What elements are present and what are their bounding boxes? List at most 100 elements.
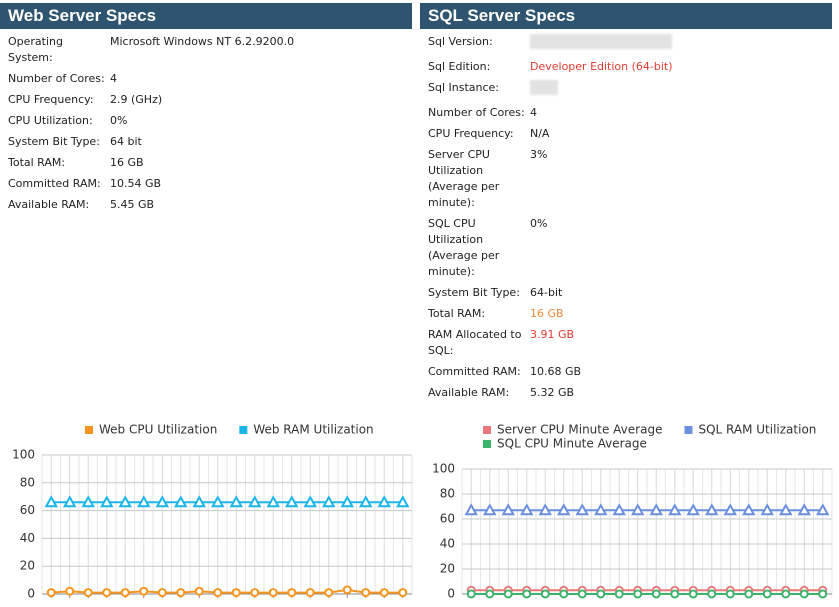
point [248,495,262,508]
point [176,588,186,598]
point [503,589,513,599]
spec-label: Sql Edition: [428,59,491,73]
sql-specs: SQL Server Specs Sql Version: Sql Edition… [420,3,832,403]
point [742,503,756,516]
y-tick-label: 100 [432,462,455,476]
point [688,589,698,599]
spec-value: 16 GB [530,306,564,320]
point [633,589,643,599]
spec-value: Microsoft Windows NT 6.2.9200.0 [110,34,295,48]
point [285,495,299,508]
legend-swatch [684,426,693,434]
point [213,588,223,598]
legend-swatch [85,426,93,434]
point [305,588,315,598]
spec-label: RAM Allocated to SQL: [428,327,522,357]
point [818,589,828,599]
spec-row: Sql Version: [428,31,832,56]
spec-label: System Bit Type: [428,285,520,299]
spec-label: Number of Cores: [428,105,525,119]
spec-row: SQL CPU Utilization (Average per minute)… [428,213,832,282]
y-tick-label: 20 [20,559,35,573]
legend-label: SQL RAM Utilization [698,423,816,437]
point [744,589,754,599]
legend-label: SQL CPU Minute Average [497,437,647,451]
point [686,503,700,516]
spec-row: Committed RAM: 10.68 GB [428,361,832,382]
spec-row: Total RAM: 16 GB [8,152,412,173]
spec-label: Server CPU Utilization (Average per minu… [428,147,500,209]
point [118,495,132,508]
point [81,495,95,508]
spec-value: 5.32 GB [530,385,575,399]
spec-label: Sql Instance: [428,80,500,94]
spec-label: Available RAM: [428,385,510,399]
point [816,503,830,516]
spec-row: RAM Allocated to SQL: 3.91 GB [428,324,832,361]
spec-label: Committed RAM: [8,176,101,190]
point [100,495,114,508]
spec-label: Operating System: [8,34,63,64]
point [559,589,569,599]
point [324,588,334,598]
point [631,503,645,516]
y-tick-label: 40 [20,531,35,545]
spec-row: Available RAM: 5.32 GB [428,382,832,403]
point [137,495,151,508]
point [799,589,809,599]
spec-value: 0% [110,113,128,127]
point [398,588,408,598]
point [612,503,626,516]
point [540,589,550,599]
y-tick-label: 20 [440,562,455,576]
y-tick-label: 40 [440,537,455,551]
y-tick-label: 80 [20,475,35,489]
spec-value: 2.9 (GHz) [110,92,163,106]
y-tick-label: 60 [20,503,35,517]
point [707,589,717,599]
point [614,589,624,599]
spec-value [530,33,672,54]
point [596,589,606,599]
point [485,589,495,599]
point [231,588,241,598]
spec-rows: Sql Version: Sql Edition: Developer Editio… [420,29,832,403]
point [229,495,243,508]
spec-row: Total RAM: 16 GB [428,303,832,324]
spec-value: 3% [530,147,548,161]
point [359,495,373,508]
spec-label: Available RAM: [8,197,90,211]
spec-label: CPU Utilization: [8,113,93,127]
legend-swatch [483,440,491,448]
y-tick-label: 0 [447,587,455,601]
spec-row: Available RAM: 5.45 GB [8,194,412,215]
spec-value: N/A [530,126,550,140]
point [120,588,130,598]
spec-label: Total RAM: [8,155,66,169]
point [139,586,149,596]
point [342,585,352,595]
y-tick-label: 100 [12,448,35,462]
spec-label: CPU Frequency: [428,126,514,140]
spec-label: System Bit Type: [8,134,100,148]
point [157,588,167,598]
point [781,589,791,599]
spec-rows: Operating System: Microsoft Windows NT 6.… [0,29,412,215]
y-tick-label: 60 [440,512,455,526]
spec-row: Sql Instance: [428,77,832,102]
point [779,503,793,516]
spec-row: Committed RAM: 10.54 GB [8,173,412,194]
panel-title: Web Server Specs [0,3,412,29]
point [322,495,336,508]
spec-value: 3.91 GB [530,327,575,341]
point [63,495,77,508]
point [594,503,608,516]
spec-row: Operating System: Microsoft Windows NT 6.… [8,31,412,68]
spec-label: Number of Cores: [8,71,105,85]
point [762,589,772,599]
point [501,503,515,516]
spec-value: 10.68 GB [530,364,582,378]
point [361,588,371,598]
point [102,588,112,598]
y-tick-label: 0 [27,587,35,601]
